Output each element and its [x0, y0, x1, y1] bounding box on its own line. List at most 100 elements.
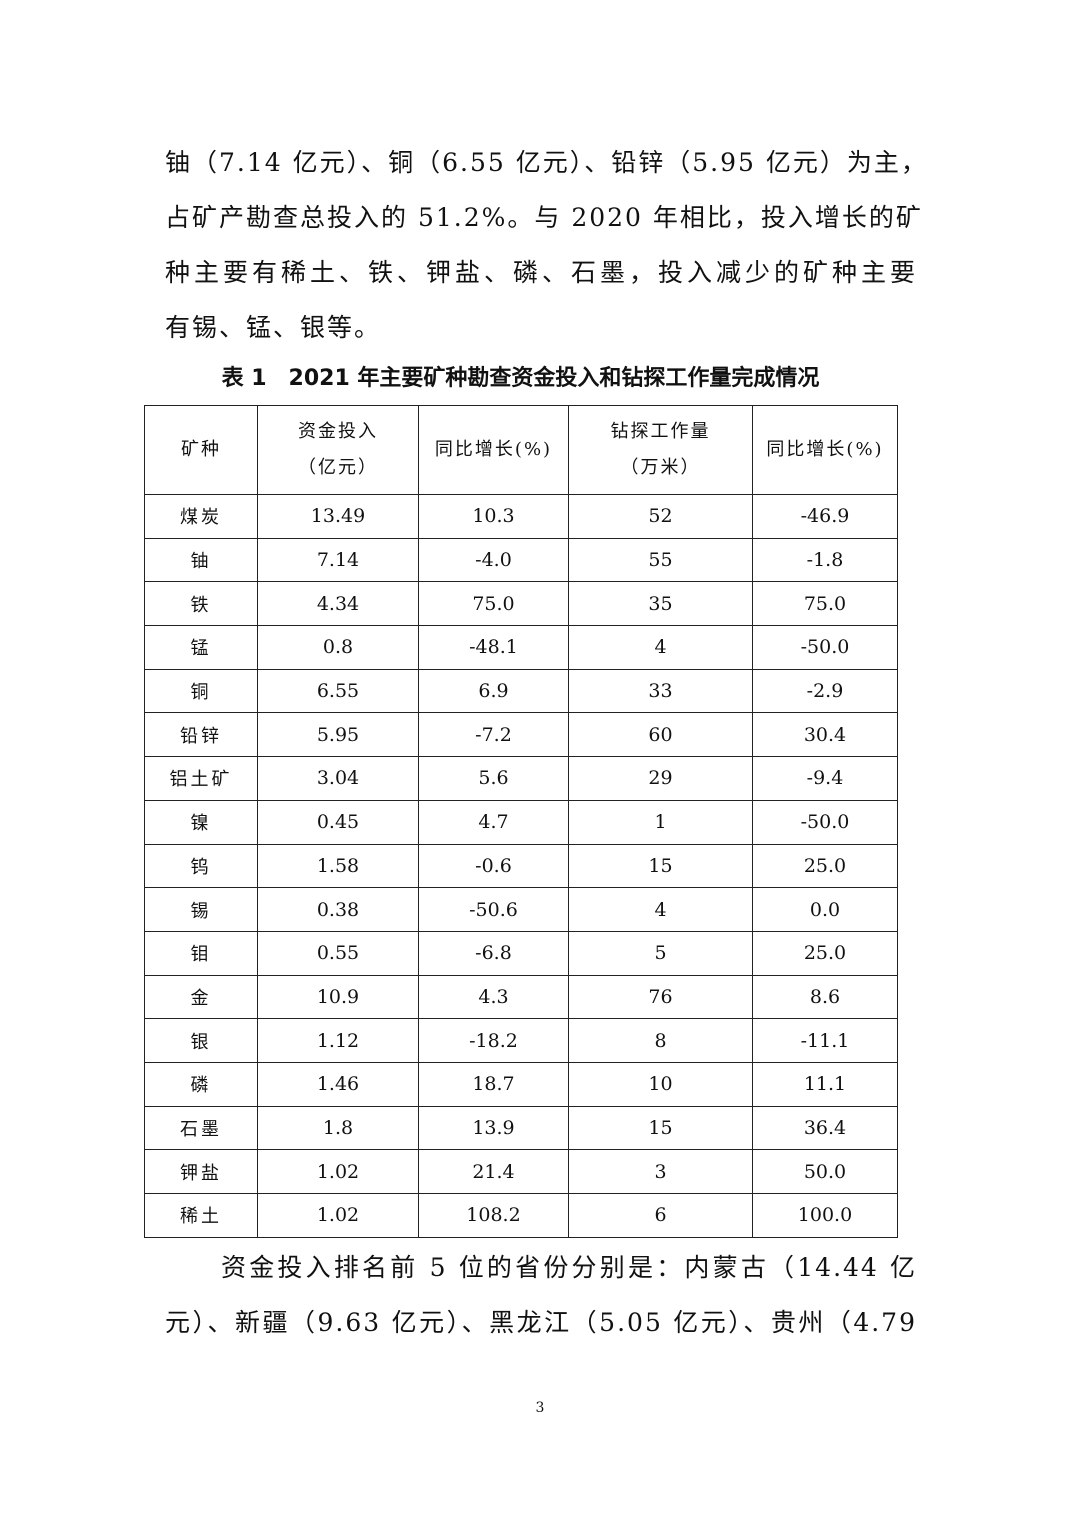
table-row: 磷 1.46 18.7 10 11.1	[144, 1061, 898, 1107]
cell-drilling: 76	[568, 974, 753, 1020]
cell-mineral: 铜	[144, 668, 258, 714]
cell-drilling-yoy: 8.6	[752, 974, 898, 1020]
cell-funding: 0.55	[257, 930, 419, 976]
cell-drilling: 55	[568, 537, 753, 583]
cell-mineral: 金	[144, 974, 258, 1020]
table-row: 银 1.12 -18.2 8 -11.1	[144, 1018, 898, 1063]
cell-funding-yoy: 10.3	[418, 494, 569, 539]
cell-mineral: 铝土矿	[144, 756, 258, 801]
cell-mineral: 银	[144, 1018, 258, 1063]
table-row: 铁 4.34 75.0 35 75.0	[144, 581, 898, 627]
mineral-exploration-table: 矿种 资金投入 （亿元） 同比增长(%) 钻探工作量 （万米） 同比增长(%) 煤炭…	[144, 405, 898, 1238]
header-funding-yoy: 同比增长(%)	[418, 405, 569, 495]
cell-funding: 6.55	[257, 668, 419, 714]
cell-funding: 1.58	[257, 843, 419, 889]
cell-mineral: 锰	[144, 625, 258, 670]
cell-drilling-yoy: -2.9	[752, 668, 898, 714]
table-row: 镍 0.45 4.7 1 -50.0	[144, 799, 898, 845]
cell-drilling: 15	[568, 843, 753, 889]
table-caption: 表 1 2021 年主要矿种勘查资金投入和钻探工作量完成情况	[221, 366, 820, 391]
cell-funding-yoy: -0.6	[418, 843, 569, 889]
cell-mineral: 钼	[144, 930, 258, 976]
table-row: 钨 1.58 -0.6 15 25.0	[144, 843, 898, 889]
header-drilling: 钻探工作量 （万米）	[568, 405, 753, 495]
cell-funding: 3.04	[257, 756, 419, 801]
cell-drilling-yoy: -46.9	[752, 494, 898, 539]
cell-drilling: 6	[568, 1193, 753, 1238]
cell-funding-yoy: 18.7	[418, 1061, 569, 1107]
text-line: 元）、新疆（9.63 亿元）、黑龙江（5.05 亿元）、贵州（4.79	[165, 1308, 917, 1337]
cell-drilling: 10	[568, 1061, 753, 1107]
cell-funding-yoy: 4.3	[418, 974, 569, 1020]
cell-funding: 1.12	[257, 1018, 419, 1063]
cell-drilling-yoy: -9.4	[752, 756, 898, 801]
cell-drilling: 1	[568, 799, 753, 845]
table-row: 锰 0.8 -48.1 4 -50.0	[144, 625, 898, 670]
cell-funding: 5.95	[257, 712, 419, 758]
cell-mineral: 镍	[144, 799, 258, 845]
table-row: 铝土矿 3.04 5.6 29 -9.4	[144, 756, 898, 801]
cell-funding-yoy: 6.9	[418, 668, 569, 714]
cell-drilling-yoy: 100.0	[752, 1193, 898, 1238]
page-number: 3	[535, 1400, 545, 1416]
cell-drilling: 8	[568, 1018, 753, 1063]
cell-mineral: 铅锌	[144, 712, 258, 758]
text-line: 铀（7.14 亿元）、铜（6.55 亿元）、铅锌（5.95 亿元）为主，	[165, 148, 928, 177]
cell-funding: 1.8	[257, 1105, 419, 1151]
cell-funding: 4.34	[257, 581, 419, 627]
cell-drilling: 35	[568, 581, 753, 627]
cell-drilling: 4	[568, 625, 753, 670]
body-paragraph: 铀（7.14 亿元）、铜（6.55 亿元）、铅锌（5.95 亿元）为主， 占矿产…	[165, 135, 928, 355]
cell-funding: 1.02	[257, 1149, 419, 1194]
table-row: 铅锌 5.95 -7.2 60 30.4	[144, 712, 898, 758]
cell-funding: 0.38	[257, 887, 419, 932]
cell-mineral: 铀	[144, 537, 258, 583]
cell-funding-yoy: -7.2	[418, 712, 569, 758]
table-row: 钾盐 1.02 21.4 3 50.0	[144, 1149, 898, 1194]
cell-drilling-yoy: 25.0	[752, 930, 898, 976]
body-paragraph: 资金投入排名前 5 位的省份分别是：内蒙古（14.44 亿 元）、新疆（9.63…	[165, 1240, 917, 1350]
cell-funding-yoy: 5.6	[418, 756, 569, 801]
table-row: 铀 7.14 -4.0 55 -1.8	[144, 537, 898, 583]
text-line: 资金投入排名前 5 位的省份分别是：内蒙古（14.44 亿	[221, 1253, 917, 1282]
cell-funding: 1.46	[257, 1061, 419, 1107]
cell-funding-yoy: -18.2	[418, 1018, 569, 1063]
text-line: 种主要有稀土、铁、钾盐、磷、石墨，投入减少的矿种主要	[165, 258, 917, 287]
cell-funding-yoy: 75.0	[418, 581, 569, 627]
cell-mineral: 钨	[144, 843, 258, 889]
table-row: 钼 0.55 -6.8 5 25.0	[144, 930, 898, 976]
cell-drilling-yoy: 50.0	[752, 1149, 898, 1194]
cell-funding-yoy: 4.7	[418, 799, 569, 845]
cell-funding-yoy: -50.6	[418, 887, 569, 932]
cell-drilling: 33	[568, 668, 753, 714]
cell-drilling-yoy: -11.1	[752, 1018, 898, 1063]
cell-drilling: 5	[568, 930, 753, 976]
cell-drilling-yoy: 36.4	[752, 1105, 898, 1151]
cell-mineral: 石墨	[144, 1105, 258, 1151]
cell-drilling-yoy: 0.0	[752, 887, 898, 932]
cell-funding: 10.9	[257, 974, 419, 1020]
table-row: 铜 6.55 6.9 33 -2.9	[144, 668, 898, 714]
cell-mineral: 煤炭	[144, 494, 258, 539]
cell-funding-yoy: -48.1	[418, 625, 569, 670]
text-line: 占矿产勘查总投入的 51.2%。与 2020 年相比，投入增长的矿	[165, 203, 923, 232]
table-row: 稀土 1.02 108.2 6 100.0	[144, 1193, 898, 1238]
cell-drilling-yoy: 25.0	[752, 843, 898, 889]
cell-funding-yoy: -4.0	[418, 537, 569, 583]
cell-drilling-yoy: 30.4	[752, 712, 898, 758]
cell-mineral: 稀土	[144, 1193, 258, 1238]
cell-mineral: 铁	[144, 581, 258, 627]
cell-funding: 0.8	[257, 625, 419, 670]
cell-funding: 1.02	[257, 1193, 419, 1238]
cell-funding-yoy: 13.9	[418, 1105, 569, 1151]
cell-funding: 7.14	[257, 537, 419, 583]
cell-drilling-yoy: 75.0	[752, 581, 898, 627]
cell-funding: 13.49	[257, 494, 419, 539]
table-row: 金 10.9 4.3 76 8.6	[144, 974, 898, 1020]
table-row: 锡 0.38 -50.6 4 0.0	[144, 887, 898, 932]
table-header-row: 矿种 资金投入 （亿元） 同比增长(%) 钻探工作量 （万米） 同比增长(%)	[144, 405, 898, 495]
cell-funding-yoy: 21.4	[418, 1149, 569, 1194]
cell-drilling: 3	[568, 1149, 753, 1194]
table-row: 煤炭 13.49 10.3 52 -46.9	[144, 494, 898, 539]
header-mineral: 矿种	[144, 405, 258, 495]
